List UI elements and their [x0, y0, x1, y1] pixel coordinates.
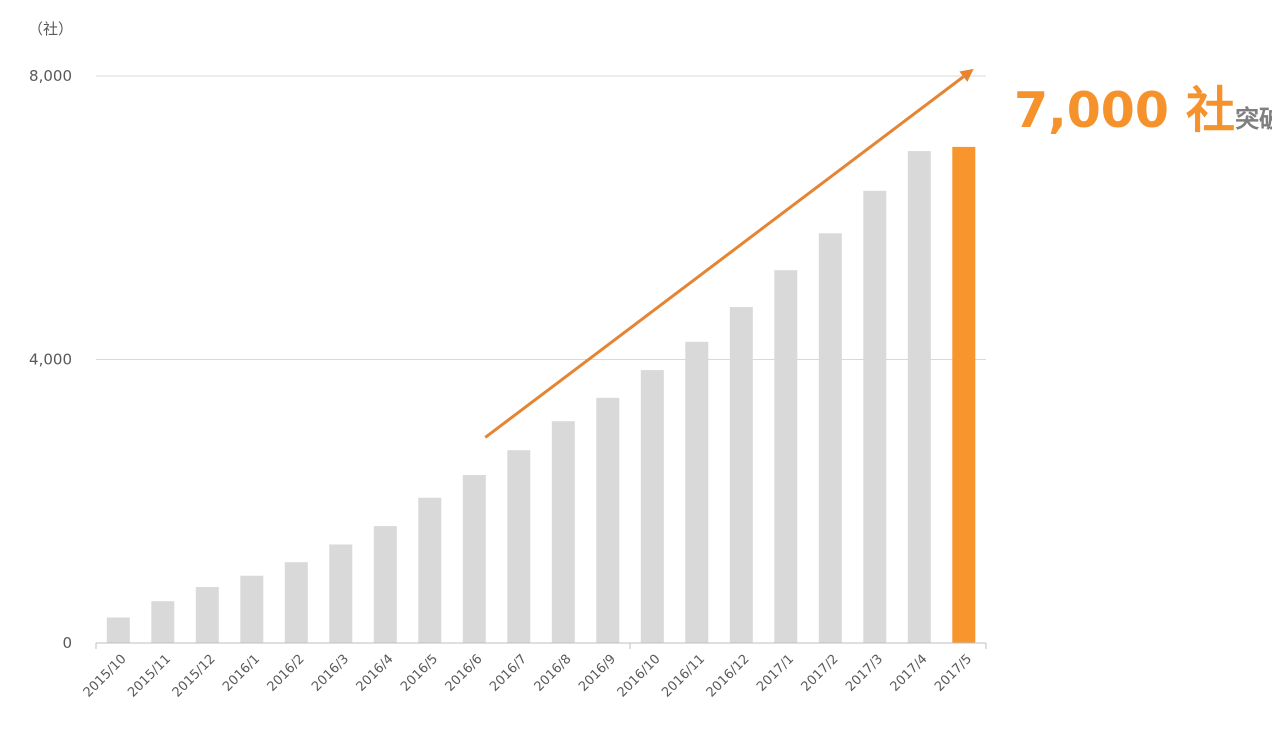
bar [329, 544, 353, 643]
bar [284, 562, 308, 643]
bar [507, 450, 531, 643]
x-axis [95, 642, 987, 649]
bar-series [106, 146, 976, 644]
bar [640, 370, 664, 643]
bar [373, 526, 397, 643]
bar [907, 151, 931, 643]
y-tick-label: 4,000 [29, 351, 72, 369]
bar [863, 190, 887, 644]
x-tick-label: 2015/11 [125, 652, 174, 701]
trend-arrow [484, 68, 974, 439]
y-axis-tick-labels: 0 4,000 8,000 [29, 67, 72, 652]
x-tick-label: 2015/10 [81, 652, 130, 701]
bar [774, 270, 798, 643]
x-tick-label: 2016/7 [487, 652, 530, 695]
milestone-number: 7,000 社 [1014, 82, 1236, 139]
bar [462, 475, 486, 643]
x-tick-label: 2017/2 [799, 652, 842, 695]
x-tick-label: 2017/5 [932, 652, 975, 695]
x-tick-label: 2016/3 [309, 652, 352, 695]
bar [551, 421, 575, 643]
trend-arrow-head [959, 68, 974, 82]
x-tick-label: 2016/6 [443, 652, 486, 695]
bar [685, 341, 709, 643]
x-tick-label: 2017/3 [843, 652, 886, 695]
y-tick-label: 0 [62, 634, 72, 652]
milestone-suffix: 突破 [1235, 105, 1272, 133]
milestone-callout: 7,000 社突破 [1014, 86, 1272, 135]
bar [418, 497, 442, 643]
x-tick-label: 2016/1 [220, 652, 263, 695]
x-tick-label: 2016/9 [576, 652, 619, 695]
bar-highlight [952, 146, 976, 643]
x-tick-label: 2016/2 [265, 652, 308, 695]
trend-arrow-shaft [484, 75, 965, 439]
x-tick-label: 2016/5 [398, 652, 441, 695]
bar [729, 307, 753, 643]
x-tick-label: 2017/1 [754, 652, 797, 695]
bar [195, 587, 219, 643]
bar [240, 575, 264, 643]
bar [818, 233, 842, 644]
bar [596, 397, 620, 643]
x-tick-label: 2017/4 [888, 652, 931, 695]
x-tick-label: 2016/10 [615, 652, 664, 701]
x-tick-label: 2016/8 [532, 652, 575, 695]
gridlines [96, 75, 986, 360]
x-tick-label: 2015/12 [170, 652, 219, 701]
y-axis-unit-label: （社） [28, 20, 73, 38]
x-tick-label: 2016/11 [659, 652, 708, 701]
bar [106, 617, 130, 643]
x-tick-label: 2016/12 [704, 652, 753, 701]
bar [151, 601, 175, 643]
y-tick-label: 8,000 [29, 67, 72, 85]
x-tick-label: 2016/4 [354, 652, 397, 695]
